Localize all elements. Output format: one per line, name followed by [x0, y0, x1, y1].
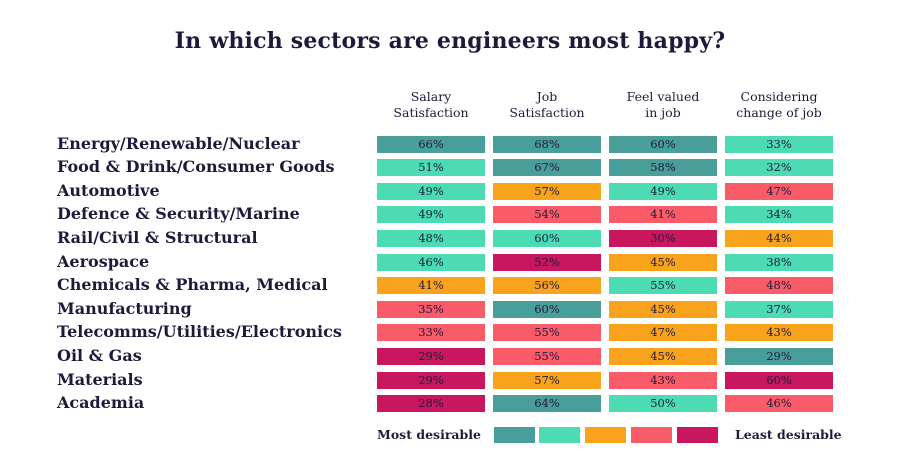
legend-swatch: [585, 427, 626, 443]
sector-label: Chemicals & Pharma, Medical: [57, 275, 328, 295]
value-cell: 46%: [377, 253, 485, 271]
value-cell: 30%: [609, 229, 717, 247]
value-cell: 66%: [377, 135, 485, 153]
value-cell: 54%: [493, 206, 601, 224]
value-cell: 60%: [493, 229, 601, 247]
sector-label: Food & Drink/Consumer Goods: [57, 157, 335, 177]
column-header: Feel valued in job: [608, 89, 718, 121]
value-cell: 49%: [609, 182, 717, 200]
value-cell: 44%: [725, 229, 833, 247]
value-cell: 60%: [725, 371, 833, 389]
value-cell: 35%: [377, 300, 485, 318]
sector-label: Rail/Civil & Structural: [57, 227, 258, 247]
value-cell: 49%: [377, 206, 485, 224]
column-header-line1: Salary: [410, 89, 452, 104]
legend-swatch: [494, 427, 535, 443]
legend-swatch: [631, 427, 672, 443]
column-header-line2: Satisfaction: [393, 105, 469, 120]
value-cell: 52%: [493, 253, 601, 271]
column-header-line2: Satisfaction: [509, 105, 585, 120]
sector-label: Energy/Renewable/Nuclear: [57, 133, 300, 153]
sector-label: Automotive: [57, 180, 160, 200]
value-cell: 49%: [377, 182, 485, 200]
value-cell: 47%: [609, 324, 717, 342]
value-cell: 38%: [725, 253, 833, 271]
sector-label: Defence & Security/Marine: [57, 204, 300, 224]
column-header-line1: Job: [536, 89, 558, 104]
value-cell: 33%: [377, 324, 485, 342]
value-cell: 55%: [609, 277, 717, 295]
legend-swatch: [677, 427, 718, 443]
value-cell: 56%: [493, 277, 601, 295]
value-cell: 57%: [493, 182, 601, 200]
legend-swatch: [539, 427, 580, 443]
column-header-line1: Feel valued: [626, 89, 700, 104]
legend-most-desirable: Most desirable: [377, 427, 481, 442]
column-header: Considering change of job: [724, 89, 834, 121]
value-cell: 55%: [493, 347, 601, 365]
value-cell: 43%: [725, 324, 833, 342]
value-cell: 58%: [609, 159, 717, 177]
sector-label: Aerospace: [57, 251, 150, 271]
value-cell: 48%: [377, 229, 485, 247]
value-cell: 41%: [377, 277, 485, 295]
value-cell: 45%: [609, 300, 717, 318]
value-cell: 41%: [609, 206, 717, 224]
value-cell: 47%: [725, 182, 833, 200]
value-cell: 57%: [493, 371, 601, 389]
value-cell: 32%: [725, 159, 833, 177]
value-cell: 33%: [725, 135, 833, 153]
column-header: Salary Satisfaction: [376, 89, 486, 121]
value-cell: 60%: [493, 300, 601, 318]
value-cell: 45%: [609, 253, 717, 271]
column-header-line2: change of job: [736, 105, 822, 120]
value-cell: 45%: [609, 347, 717, 365]
sector-label: Manufacturing: [57, 298, 192, 318]
sector-label: Telecomms/Utilities/Electronics: [57, 322, 342, 342]
chart-title: In which sectors are engineers most happ…: [174, 28, 726, 54]
value-cell: 50%: [609, 395, 717, 413]
value-cell: 34%: [725, 206, 833, 224]
value-cell: 51%: [377, 159, 485, 177]
column-header-line1: Considering: [740, 89, 818, 104]
value-cell: 48%: [725, 277, 833, 295]
value-cell: 37%: [725, 300, 833, 318]
value-cell: 29%: [377, 371, 485, 389]
value-cell: 64%: [493, 395, 601, 413]
column-header: Job Satisfaction: [492, 89, 602, 121]
sector-label: Oil & Gas: [57, 345, 142, 365]
value-cell: 43%: [609, 371, 717, 389]
value-cell: 60%: [609, 135, 717, 153]
value-cell: 46%: [725, 395, 833, 413]
value-cell: 67%: [493, 159, 601, 177]
sector-label: Materials: [57, 369, 143, 389]
value-cell: 29%: [377, 347, 485, 365]
column-header-line2: in job: [645, 105, 681, 120]
value-cell: 55%: [493, 324, 601, 342]
value-cell: 29%: [725, 347, 833, 365]
legend-least-desirable: Least desirable: [735, 427, 842, 442]
value-cell: 68%: [493, 135, 601, 153]
value-cell: 28%: [377, 395, 485, 413]
sector-label: Academia: [57, 393, 145, 413]
